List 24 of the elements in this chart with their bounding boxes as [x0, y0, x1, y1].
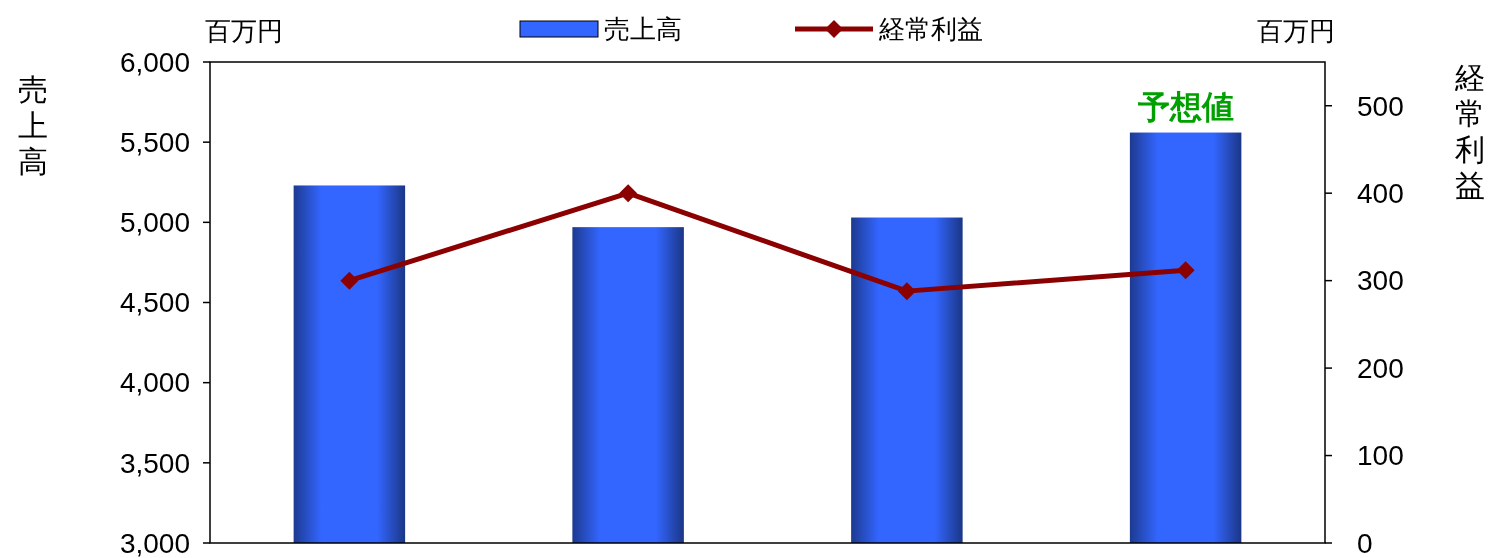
point [340, 271, 359, 290]
y-tick-label: 3,000 [119, 527, 190, 558]
annotation: 予想値 [1136, 89, 1234, 125]
y2-tick-label: 400 [1357, 177, 1404, 209]
point [1176, 261, 1195, 280]
y-tick-label: 6,000 [119, 46, 190, 78]
y2-tick-label: 200 [1357, 352, 1404, 384]
legend-label: 売上高 [604, 14, 682, 45]
y2-tick-label: 100 [1357, 440, 1404, 472]
point [619, 184, 638, 203]
point [897, 282, 916, 301]
y-tick-label: 5,000 [119, 207, 190, 239]
legend-label: 経常利益 [878, 14, 983, 45]
y2-tick-label: 300 [1357, 265, 1404, 297]
y2-axis-title: 経常利益 [1454, 61, 1485, 202]
y2-tick-label: 0 [1357, 527, 1373, 558]
y-tick-label: 3,500 [119, 447, 190, 479]
y-tick-label: 4,000 [119, 367, 190, 399]
text: 百万円 [1257, 16, 1335, 46]
text: 百万円 [205, 16, 283, 46]
y-axis-title: 売上高 [18, 73, 48, 178]
y-tick-label: 4,500 [119, 287, 190, 319]
y-tick-label: 5,500 [119, 126, 190, 158]
y2-tick-label: 500 [1357, 90, 1404, 122]
